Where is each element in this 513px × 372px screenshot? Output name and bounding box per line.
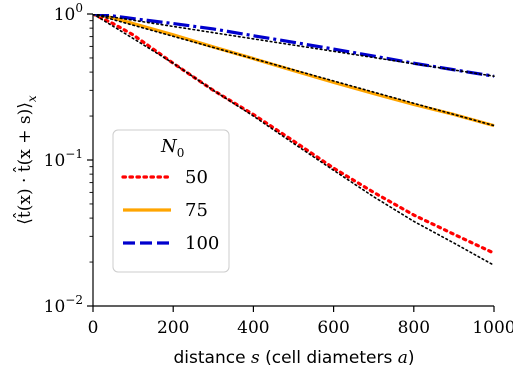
x-axis-label-paren-close: ) [408, 348, 415, 368]
x-axis-label-var: s [251, 348, 260, 368]
y-tick-label: 100 [54, 1, 83, 25]
y-axis-label-sub: x [25, 95, 39, 102]
x-tick-label: 600 [317, 318, 349, 338]
series-line-50 [93, 14, 495, 255]
legend-entries: 50 75 100 [121, 167, 219, 254]
x-tick-label: 0 [88, 318, 99, 338]
series-layer [93, 14, 495, 267]
legend-frame [112, 129, 230, 273]
x-tick-label: 400 [237, 318, 269, 338]
x-axis-label-paren-var: a [398, 348, 408, 368]
x-tick-label: 1000 [472, 318, 513, 338]
series-line-75 [93, 14, 495, 128]
legend: N0 50 75 100 [112, 129, 230, 273]
series-line-fit-3 [93, 14, 495, 267]
x-axis-label: distance s (cell diameters a) [174, 348, 415, 368]
x-axis-label-text: distance [174, 348, 251, 368]
legend-title-sub: 0 [177, 146, 185, 160]
legend-title-main: N [160, 136, 178, 157]
y-axis-label-main: ⟨t̂(x) · t̂(x + s)⟩ [13, 102, 35, 225]
x-axis-label-paren: (cell diameters [260, 348, 398, 368]
y-axis-label: ⟨t̂(x) · t̂(x + s)⟩x [13, 95, 39, 225]
x-tick-label: 200 [157, 318, 189, 338]
series-line-fit-5 [93, 14, 495, 77]
legend-label-100: 100 [185, 233, 219, 254]
legend-label-75: 75 [185, 200, 208, 221]
legend-title: N0 [160, 136, 184, 160]
legend-label-50: 50 [185, 167, 208, 188]
y-tick-label: 10−2 [44, 293, 83, 317]
y-tick-label: 10−1 [44, 147, 83, 171]
series-line-fit-4 [93, 14, 495, 127]
x-tick-label: 800 [398, 318, 430, 338]
